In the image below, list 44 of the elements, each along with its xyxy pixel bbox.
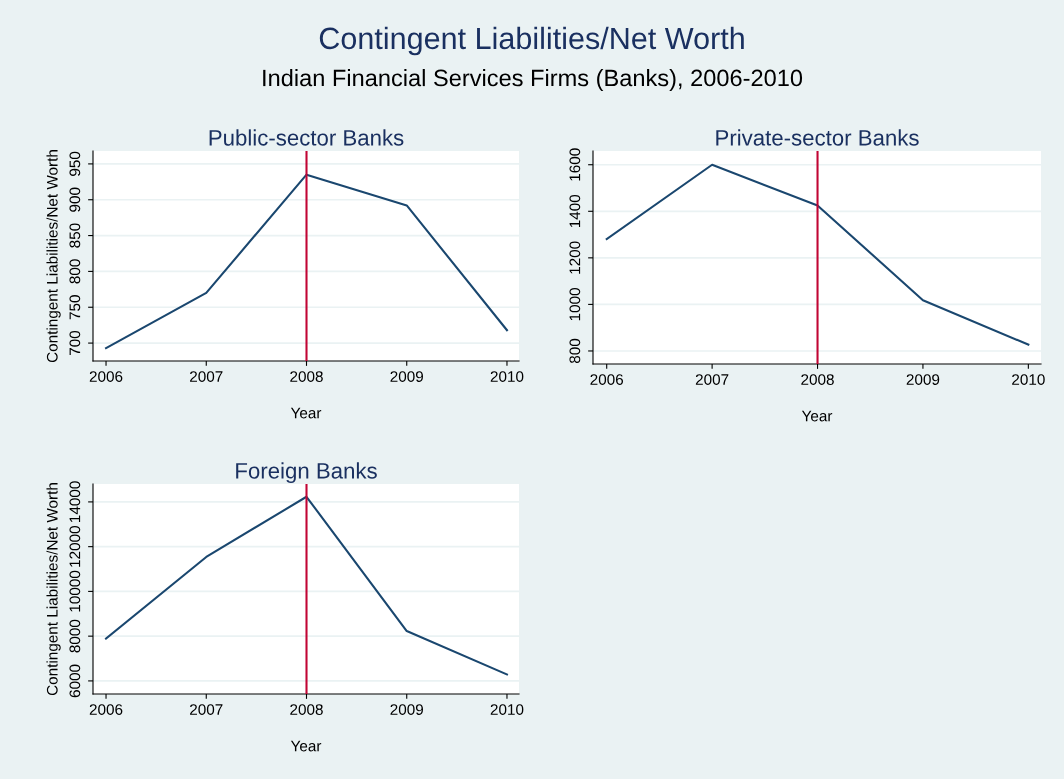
y-tick-label: 1000 bbox=[569, 288, 581, 321]
x-tick-label: 2008 bbox=[290, 371, 323, 382]
line-series bbox=[104, 495, 509, 676]
x-axis-title: Year bbox=[290, 740, 322, 752]
y-tick-label: 14000 bbox=[69, 481, 81, 522]
y-tick-label: 800 bbox=[69, 259, 81, 284]
text: Indian Financial Services Firms (Banks), 2006-2010 bbox=[263, 69, 803, 91]
x-tick-label: 2009 bbox=[906, 374, 940, 385]
x-tick-label: 2009 bbox=[390, 371, 424, 382]
y-tick-label: 10000 bbox=[69, 570, 81, 612]
y-tick-label: 950 bbox=[69, 151, 81, 176]
x-tick-label: 2007 bbox=[190, 704, 223, 715]
x-tick-label: 2008 bbox=[290, 704, 323, 715]
x-tick-label: 2010 bbox=[1012, 374, 1045, 385]
x-tick-label: 2010 bbox=[490, 704, 524, 715]
x-tick-label: 2006 bbox=[89, 704, 123, 715]
y-tick-label: 1600 bbox=[569, 148, 581, 181]
y-axis-title: Contingent Liabilities/Net Worth bbox=[46, 150, 61, 363]
x-tick-label: 2008 bbox=[801, 374, 834, 385]
y-tick-label: 800 bbox=[569, 338, 581, 364]
y-tick-label: 1200 bbox=[569, 241, 581, 274]
x-axis-title: Year bbox=[801, 410, 833, 422]
line-series bbox=[104, 173, 509, 350]
x-axis-title: Year bbox=[290, 407, 322, 419]
x-tick-label: 2010 bbox=[490, 371, 524, 382]
x-tick-label: 2006 bbox=[89, 371, 123, 382]
x-tick-label: 2007 bbox=[190, 371, 223, 382]
x-tick-label: 2007 bbox=[695, 374, 729, 385]
chart-title: Foreign Banks bbox=[236, 462, 377, 484]
y-tick-label: 8000 bbox=[69, 619, 81, 653]
line-series bbox=[605, 163, 1030, 346]
text: Contingent Liabilities/Net Worth bbox=[319, 26, 744, 56]
y-tick-label: 700 bbox=[69, 330, 81, 356]
y-tick-label: 12000 bbox=[69, 526, 81, 567]
chart-title: Public-sector Banks bbox=[209, 129, 404, 146]
y-tick-label: 750 bbox=[69, 295, 81, 320]
y-tick-label: 6000 bbox=[69, 664, 81, 698]
y-axis-title: Contingent Liabilities/Net Worth bbox=[46, 483, 61, 696]
chart-title: Private-sector Banks bbox=[716, 129, 919, 146]
y-tick-label: 900 bbox=[69, 187, 81, 212]
y-tick-label: 1400 bbox=[569, 194, 581, 228]
x-tick-label: 2009 bbox=[390, 704, 424, 715]
x-tick-label: 2006 bbox=[590, 374, 624, 385]
y-tick-label: 850 bbox=[69, 223, 81, 248]
